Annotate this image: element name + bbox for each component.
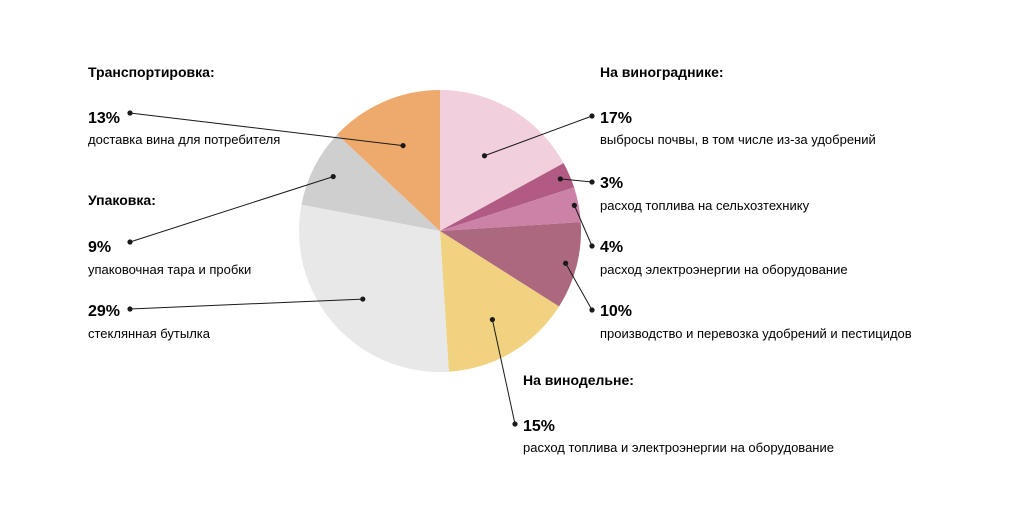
pie-slices [299,90,581,372]
leader-dot-fertilizers-inner [563,260,569,266]
label-pct-winery: 15% [523,418,555,435]
leader-dot-fertilizers-outer [589,307,595,313]
leader-line-soil [484,115,593,157]
leader-dot-winery-outer [512,421,518,427]
leader-dot-electricity-outer [589,243,595,249]
leader-line-transport [129,112,404,147]
group-title-packaging: Упаковка: [88,192,156,208]
label-pct-fuel: 3% [600,175,623,192]
label-pct-transport: 13% [88,110,120,127]
label-desc-bottle: стеклянная бутылка [88,326,211,341]
leader-dot-packaging-inner [330,173,336,180]
leader-line-packaging [129,176,334,243]
label-desc-fertilizers: производство и перевозка удобрений и пес… [600,326,912,341]
pie-slice-packaging [301,134,440,231]
leader-dot-bottle-inner [360,296,366,302]
leader-dot-soil-inner [481,153,488,159]
label-desc-soil: выбросы почвы, в том числе из-за удобрен… [600,132,876,147]
leader-dot-packaging-outer [127,239,133,245]
label-desc-electricity: расход электроэнергии на оборудование [600,262,848,277]
label-pct-electricity: 4% [600,239,623,256]
group-title-transport: Транспортировка: [88,64,215,80]
pie-slice-electricity [440,187,581,231]
label-desc-packaging: упаковочная тара и пробки [88,262,251,277]
leader-lines [127,110,595,427]
label-desc-fuel: расход топлива на сельхозтехнику [600,198,810,213]
leader-line-bottle [129,298,363,310]
pie-slice-bottle [299,204,449,372]
leader-line-electricity [573,205,593,247]
leader-line-fertilizers [565,263,593,311]
label-pct-bottle: 29% [88,303,120,320]
pie-slice-transport [337,90,440,231]
pie-slice-soil [440,90,564,231]
leader-dot-bottle-outer [127,306,133,312]
pie-slice-fuel [440,163,575,231]
leader-line-fuel [560,178,593,183]
leader-dot-winery-inner [489,316,495,323]
label-desc-transport: доставка вина для потребителя [88,132,280,147]
leader-dot-electricity-inner [571,202,577,208]
leader-line-winery [491,319,516,425]
pie-slice-winery [440,231,560,372]
leader-dot-fuel-inner [557,176,563,182]
leader-dot-fuel-outer [589,179,595,185]
group-title-winery: На винодельне: [523,372,634,388]
label-pct-fertilizers: 10% [600,303,632,320]
leader-dot-transport-inner [400,142,406,149]
label-desc-winery: расход топлива и электроэнергии на обору… [523,440,834,455]
pie-slice-fertilizers [440,222,581,307]
label-pct-soil: 17% [600,110,632,127]
leader-dot-transport-outer [127,110,133,116]
label-pct-packaging: 9% [88,239,111,256]
group-title-vineyard: На винограднике: [600,64,724,80]
leader-dot-soil-outer [589,113,595,119]
